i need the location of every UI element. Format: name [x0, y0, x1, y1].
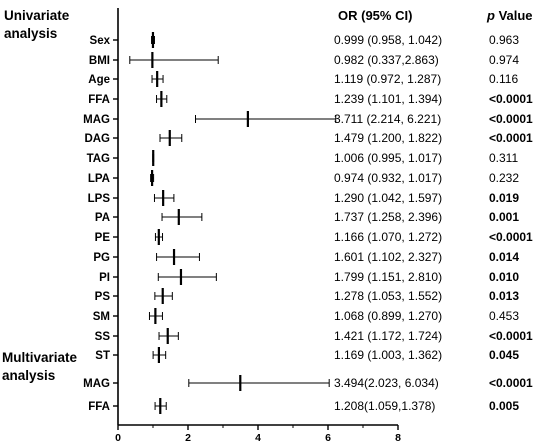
or-ci-text: 1.479 (1.200, 1.822): [334, 131, 442, 145]
section-title: analysis: [4, 26, 57, 41]
row-label: LPS: [88, 193, 111, 205]
row-label: TAG: [87, 153, 110, 165]
or-ci-text: 1.737 (1.258, 2.396): [334, 210, 442, 224]
or-ci-text: 1.290 (1.042, 1.597): [334, 191, 442, 205]
p-value-text: 0.013: [489, 289, 519, 303]
row-label: PA: [95, 212, 110, 224]
or-ci-text: 1.278 (1.053, 1.552): [334, 289, 442, 303]
or-ci-text: 1.421 (1.172, 1.724): [334, 329, 442, 343]
p-value-text: 0.001: [489, 210, 519, 224]
row-label: MAG: [83, 114, 110, 126]
p-value-text: 0.019: [489, 191, 519, 205]
row-label: SM: [93, 311, 110, 323]
or-ci-text: 1.208(1.059,1.378): [334, 399, 435, 413]
p-value-text: <0.0001: [489, 131, 533, 145]
row-label: BMI: [89, 55, 110, 67]
row-label: PS: [95, 291, 111, 303]
p-value-text: <0.0001: [489, 92, 533, 106]
section-title: analysis: [2, 368, 55, 383]
row-label: LPA: [88, 173, 110, 185]
or-column-header: OR (95% CI): [338, 8, 412, 23]
or-ci-text: 3.494(2.023, 6.034): [334, 376, 439, 390]
x-tick-label: 2: [185, 432, 191, 444]
row-label: Age: [88, 74, 110, 86]
row-label: PI: [99, 272, 110, 284]
or-ci-text: 0.982 (0.337,2.863): [334, 53, 439, 67]
p-value-text: <0.0001: [489, 112, 533, 126]
p-value-column-header: p Value: [486, 8, 533, 23]
or-ci-text: 1.601 (1.102, 2.327): [334, 250, 442, 264]
p-value-text: <0.0001: [489, 376, 533, 390]
row-label: MAG: [83, 378, 110, 390]
p-value-text: 0.116: [489, 72, 518, 86]
p-value-text: 0.974: [489, 53, 519, 67]
row-label: ST: [95, 350, 110, 362]
or-ci-text: 3.711 (2.214, 6.221): [334, 112, 441, 126]
row-label: DAG: [84, 133, 110, 145]
x-tick-label: 4: [255, 432, 261, 444]
or-ci-text: 1.166 (1.070, 1.272): [334, 230, 442, 244]
row-label: FFA: [88, 401, 110, 413]
or-ci-text: 0.999 (0.958, 1.042): [334, 33, 442, 47]
p-value-text: 0.014: [489, 250, 519, 264]
or-ci-text: 1.119 (0.972, 1.287): [334, 72, 441, 86]
x-tick-label: 0: [115, 432, 121, 444]
row-label: Sex: [90, 35, 111, 47]
row-label: SS: [95, 331, 111, 343]
p-value-text: 0.963: [489, 33, 519, 47]
p-value-text: <0.0001: [489, 230, 533, 244]
x-tick-label: 6: [325, 432, 331, 444]
or-ci-text: 1.239 (1.101, 1.394): [334, 92, 442, 106]
section-title: Multivariate: [2, 350, 78, 365]
row-label: PG: [93, 252, 110, 264]
p-value-text: <0.0001: [489, 329, 533, 343]
x-tick-label: 8: [395, 432, 401, 444]
or-ci-text: 1.799 (1.151, 2.810): [334, 270, 442, 284]
or-ci-text: 0.974 (0.932, 1.017): [334, 171, 442, 185]
or-ci-text: 1.068 (0.899, 1.270): [334, 309, 442, 323]
or-ci-text: 1.169 (1.003, 1.362): [334, 348, 442, 362]
row-label: PE: [95, 232, 111, 244]
p-value-text: 0.010: [489, 270, 519, 284]
p-value-text: 0.311: [489, 151, 518, 165]
p-value-text: 0.453: [489, 309, 519, 323]
or-ci-text: 1.006 (0.995, 1.017): [334, 151, 442, 165]
p-value-text: 0.045: [489, 348, 519, 362]
row-label: FFA: [88, 94, 110, 106]
p-value-text: 0.005: [489, 399, 519, 413]
p-value-text: 0.232: [489, 171, 519, 185]
section-title: Univariate: [4, 8, 70, 23]
